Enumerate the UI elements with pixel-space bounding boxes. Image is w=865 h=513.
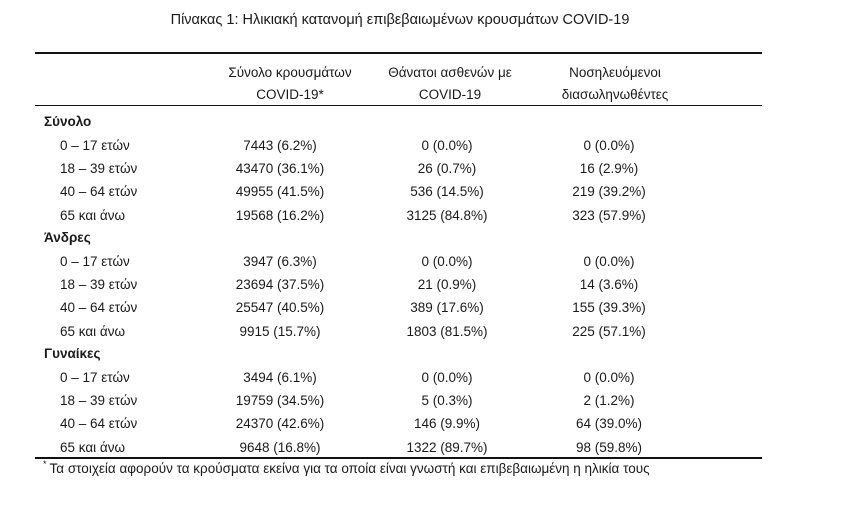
age-group-label: 0 – 17 ετών: [60, 138, 130, 153]
group-heading: Άνδρες: [44, 230, 91, 245]
footnote: * Τα στοιχεία αφορούν τα κρούσματα εκείνα…: [43, 459, 650, 476]
table-row: 0 – 17 ετών 3494 (6.1%) 0 (0.0%) 0 (0.0%): [0, 370, 865, 392]
group-heading: Γυναίκες: [44, 346, 101, 361]
table-row: 0 – 17 ετών 7443 (6.2%) 0 (0.0%) 0 (0.0%): [0, 138, 865, 160]
intubated-cell: 155 (39.3%): [572, 300, 646, 316]
age-group-label: 18 – 39 ετών: [60, 393, 138, 409]
table-row: 18 – 39 ετών 19759 (34.5%) 5 (0.3%) 2 (1.2%…: [0, 393, 865, 415]
cases-cell: 9915 (15.7%): [239, 323, 321, 339]
cases-cell: 7443 (6.2%): [243, 138, 317, 153]
table-row: 0 – 17 ετών 3947 (6.3%) 0 (0.0%) 0 (0.0%): [0, 254, 865, 276]
age-group-label: 65 και άνω: [60, 207, 126, 223]
deaths-cell: 26 (0.7%): [417, 161, 477, 177]
table-row: 65 και άνω 19568 (16.2%) 3125 (84.8%) 323 (…: [0, 208, 865, 230]
age-group-label: 0 – 17 ετών: [60, 254, 130, 269]
cases-cell: 25547 (40.5%): [235, 300, 325, 316]
column-header-deaths: Θάνατοι ασθενών με COVID-19: [365, 62, 535, 106]
column-header-line: COVID-19*: [256, 87, 324, 102]
intubated-cell: 0 (0.0%): [583, 254, 635, 269]
age-group-label: 65 και άνω: [60, 439, 126, 455]
cases-cell: 43470 (36.1%): [235, 161, 325, 177]
deaths-cell: 0 (0.0%): [421, 138, 473, 153]
column-header-cases: Σύνολο κρουσμάτων COVID-19*: [205, 62, 375, 106]
age-group-label: 40 – 64 ετών: [60, 184, 138, 200]
cases-cell: 49955 (41.5%): [235, 184, 325, 200]
age-group-label: 65 και άνω: [60, 323, 126, 339]
table-row: 18 – 39 ετών 23694 (37.5%) 21 (0.9%) 14 (3.…: [0, 277, 865, 299]
top-rule: [35, 52, 762, 54]
footnote-text: Τα στοιχεία αφορούν τα κρούσματα εκείνα …: [49, 461, 650, 476]
table-row: 65 και άνω 9915 (15.7%) 1803 (81.5%) 225 (5…: [0, 324, 865, 346]
column-header-intubated: Νοσηλευόμενοι διασωληνωθέντες: [530, 62, 700, 106]
header-rule: [35, 105, 762, 106]
age-group-label: 40 – 64 ετών: [60, 300, 138, 316]
age-group-label: 0 – 17 ετών: [60, 370, 130, 385]
cases-cell: 3494 (6.1%): [243, 370, 317, 385]
cases-cell: 23694 (37.5%): [235, 277, 325, 293]
intubated-cell: 2 (1.2%): [583, 393, 635, 409]
cases-cell: 3947 (6.3%): [243, 254, 317, 269]
age-group-label: 40 – 64 ετών: [60, 416, 138, 432]
footnote-marker: *: [43, 459, 47, 469]
table-row: 65 και άνω 9648 (16.8%) 1322 (89.7%) 98 (59…: [0, 440, 865, 462]
column-header-line: COVID-19: [418, 87, 482, 102]
cases-cell: 19759 (34.5%): [235, 393, 325, 409]
deaths-cell: 1322 (89.7%): [406, 439, 488, 455]
age-group-label: 18 – 39 ετών: [60, 161, 138, 177]
deaths-cell: 536 (14.5%): [410, 184, 484, 200]
table-row: 40 – 64 ετών 24370 (42.6%) 146 (9.9%) 64 (3…: [0, 416, 865, 438]
deaths-cell: 5 (0.3%): [421, 393, 473, 409]
cases-cell: 9648 (16.8%): [239, 439, 321, 455]
group-heading: Σύνολο: [44, 114, 92, 129]
table-row: 18 – 39 ετών 43470 (36.1%) 26 (0.7%) 16 (2.…: [0, 161, 865, 183]
deaths-cell: 0 (0.0%): [421, 370, 473, 385]
deaths-cell: 1803 (81.5%): [406, 323, 488, 339]
cases-cell: 19568 (16.2%): [235, 207, 325, 223]
deaths-cell: 21 (0.9%): [417, 277, 477, 293]
deaths-cell: 3125 (84.8%): [406, 207, 488, 223]
intubated-cell: 0 (0.0%): [583, 370, 635, 385]
intubated-cell: 16 (2.9%): [579, 161, 639, 177]
deaths-cell: 146 (9.9%): [413, 416, 481, 432]
column-header-line: Νοσηλευόμενοι: [569, 65, 661, 80]
table-row: 40 – 64 ετών 25547 (40.5%) 389 (17.6%) 155 …: [0, 300, 865, 322]
intubated-cell: 225 (57.1%): [572, 323, 646, 339]
intubated-cell: 14 (3.6%): [579, 277, 639, 293]
deaths-cell: 0 (0.0%): [421, 254, 473, 269]
intubated-cell: 98 (59.8%): [575, 439, 643, 455]
intubated-cell: 323 (57.9%): [572, 207, 646, 223]
column-header-line: Θάνατοι ασθενών με: [388, 65, 512, 80]
table-row: 40 – 64 ετών 49955 (41.5%) 536 (14.5%) 219 …: [0, 184, 865, 206]
column-header-line: Σύνολο κρουσμάτων: [228, 65, 352, 80]
intubated-cell: 64 (39.0%): [575, 416, 643, 432]
intubated-cell: 219 (39.2%): [572, 184, 646, 200]
column-header-line: διασωληνωθέντες: [561, 87, 669, 102]
table-title: Πίνακας 1: Ηλικιακή κατανομή επιβεβαιωμέ…: [170, 12, 630, 28]
bottom-rule: [35, 457, 762, 459]
deaths-cell: 389 (17.6%): [410, 300, 484, 316]
age-group-label: 18 – 39 ετών: [60, 277, 138, 293]
intubated-cell: 0 (0.0%): [583, 138, 635, 153]
cases-cell: 24370 (42.6%): [235, 416, 325, 432]
